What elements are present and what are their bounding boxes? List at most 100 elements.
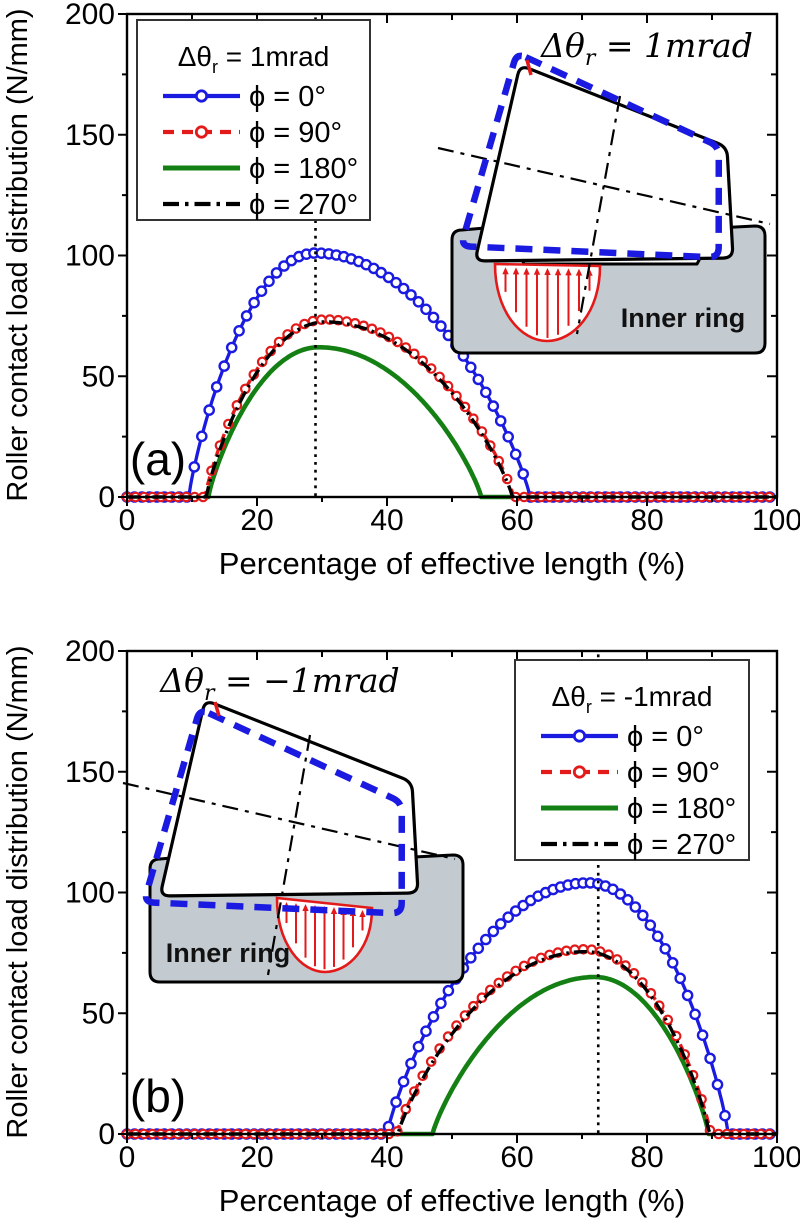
inset-math-label: Δθr = −1mrad bbox=[158, 661, 399, 706]
data-point-marker bbox=[412, 1040, 425, 1053]
data-point-marker bbox=[696, 1029, 709, 1041]
data-point-marker bbox=[681, 989, 694, 1002]
legend-entry-label: ϕ = 180° bbox=[249, 153, 358, 185]
x-tick-label: 40 bbox=[370, 504, 403, 537]
panel-letter: (b) bbox=[130, 1070, 186, 1122]
inner-ring-label: Inner ring bbox=[166, 938, 291, 968]
data-point-marker bbox=[392, 336, 403, 348]
data-point-marker bbox=[659, 943, 672, 955]
x-tick-label: 0 bbox=[119, 1141, 136, 1174]
legend-marker-sample bbox=[194, 89, 209, 103]
panel-a: 0 20 40 60 80 100 0 50 100 150 200 Δθr = 1mrad Inner… bbox=[2, 0, 800, 581]
data-point-marker bbox=[427, 311, 440, 324]
data-point-marker bbox=[203, 404, 215, 416]
corner-gap-mark bbox=[213, 701, 221, 717]
legend-entry-label: ϕ = 270° bbox=[627, 829, 736, 861]
y-tick-label: 50 bbox=[82, 997, 115, 1030]
data-point-marker bbox=[644, 919, 657, 932]
x-axis-label: Percentage of effective length (%) bbox=[219, 546, 685, 581]
legend-marker-sample bbox=[194, 125, 209, 139]
data-point-marker bbox=[502, 430, 515, 443]
data-point-marker bbox=[442, 984, 455, 997]
data-point-marker bbox=[689, 1008, 701, 1021]
y-axis-label: Roller contact load distribution (N/mm) bbox=[2, 8, 34, 501]
data-point-marker bbox=[412, 295, 425, 308]
panel-letter: (a) bbox=[130, 433, 186, 485]
data-point-marker bbox=[405, 289, 417, 301]
x-tick-label: 100 bbox=[752, 504, 800, 537]
x-tick-label: 0 bbox=[119, 504, 136, 537]
load-arrow-head bbox=[533, 267, 541, 275]
data-point-marker bbox=[255, 285, 268, 298]
legend-marker-sample bbox=[572, 765, 587, 779]
legend-entry: ϕ = 0° bbox=[541, 721, 704, 753]
inset-math-label: Δθr = 1mrad bbox=[539, 26, 753, 71]
x-tick-label: 20 bbox=[240, 1141, 273, 1174]
data-point-marker bbox=[509, 905, 522, 917]
data-point-marker bbox=[479, 933, 492, 946]
data-point-marker bbox=[666, 957, 679, 969]
y-tick-label: 200 bbox=[65, 635, 115, 668]
data-point-marker bbox=[517, 468, 530, 480]
data-point-marker bbox=[240, 310, 253, 322]
roller-outline bbox=[475, 66, 735, 263]
data-point-marker bbox=[390, 1096, 402, 1108]
legend-entry: ϕ = 180° bbox=[163, 153, 358, 185]
data-point-marker bbox=[674, 972, 687, 985]
load-arrow-head bbox=[523, 267, 530, 275]
data-point-marker bbox=[472, 373, 485, 386]
legend-entry: ϕ = 90° bbox=[163, 117, 342, 149]
load-arrow-head bbox=[359, 910, 366, 917]
x-tick-label: 20 bbox=[240, 504, 273, 537]
data-point-marker bbox=[586, 944, 597, 955]
data-point-marker bbox=[662, 1014, 674, 1026]
data-point-marker bbox=[611, 954, 623, 965]
legend-title: Δθr = -1mrad bbox=[552, 681, 713, 717]
data-point-marker bbox=[435, 320, 447, 332]
x-tick-label: 80 bbox=[630, 504, 663, 537]
load-arrow-head bbox=[554, 268, 562, 276]
data-point-marker bbox=[622, 894, 634, 906]
data-point-marker bbox=[316, 314, 327, 325]
y-tick-label: 50 bbox=[82, 360, 115, 393]
data-point-marker bbox=[509, 448, 522, 461]
legend-marker-sample bbox=[572, 729, 587, 743]
load-arrow-head bbox=[302, 904, 309, 911]
inset-diagram: Δθr = 1mrad Inner ring bbox=[437, 26, 771, 355]
data-point-marker bbox=[614, 888, 627, 900]
data-point-marker bbox=[493, 977, 505, 989]
legend-entry-label: ϕ = 0° bbox=[627, 721, 704, 753]
data-point-marker bbox=[397, 282, 410, 295]
data-point-marker bbox=[704, 1052, 716, 1065]
data-point-marker bbox=[420, 303, 432, 316]
inner-ring-label: Inner ring bbox=[621, 303, 746, 333]
data-point-marker bbox=[210, 381, 223, 393]
legend-entry-label: ϕ = 90° bbox=[627, 757, 720, 789]
load-arrow-head bbox=[330, 907, 338, 914]
data-point-marker bbox=[494, 918, 507, 930]
data-point-marker bbox=[390, 276, 402, 289]
data-point-marker bbox=[256, 356, 268, 368]
data-point-marker bbox=[502, 911, 515, 924]
data-point-marker bbox=[225, 341, 238, 354]
data-point-marker bbox=[464, 952, 477, 964]
legend-box bbox=[514, 659, 750, 861]
center-axis-dashdot bbox=[266, 734, 312, 976]
y-tick-label: 100 bbox=[65, 877, 115, 910]
legend-entry: ϕ = 0° bbox=[163, 81, 326, 113]
data-point-marker bbox=[218, 360, 230, 372]
legend-title: Δθr = 1mrad bbox=[178, 41, 330, 77]
load-arrow-head bbox=[512, 267, 520, 275]
x-tick-label: 40 bbox=[370, 1141, 403, 1174]
data-point-marker bbox=[397, 1075, 410, 1088]
data-point-marker bbox=[472, 942, 485, 955]
data-point-marker bbox=[341, 316, 352, 327]
data-point-marker bbox=[479, 386, 492, 399]
load-arrow-head bbox=[575, 268, 583, 276]
legend: Δθr = 1mrad ϕ = 0° ϕ = 90° ϕ = 180° ϕ = 270° bbox=[136, 19, 371, 221]
x-tick-label: 80 bbox=[630, 1141, 663, 1174]
y-tick-label: 0 bbox=[98, 481, 115, 514]
legend-entry: ϕ = 270° bbox=[163, 189, 358, 221]
legend: Δθr = -1mrad ϕ = 0° ϕ = 90° ϕ = 180° ϕ = 270… bbox=[514, 659, 750, 861]
